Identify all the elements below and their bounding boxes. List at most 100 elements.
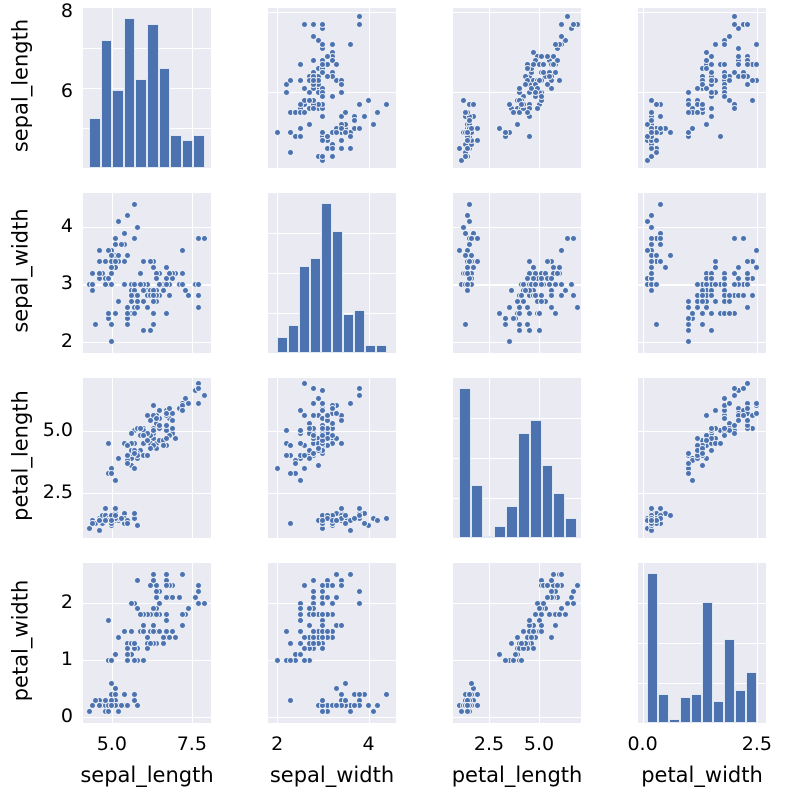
scatter-point: [305, 605, 313, 613]
scatter-point: [495, 309, 503, 317]
scatter-point: [525, 258, 533, 266]
scatter-point: [282, 80, 290, 88]
scatter-point: [296, 605, 304, 613]
scatter-point: [517, 292, 525, 300]
scatter-point: [730, 104, 738, 112]
y-axis-label-sepal_length: sepal_length: [8, 18, 33, 153]
scatter-point: [175, 593, 183, 601]
scatter-point: [744, 20, 752, 28]
scatter-point: [296, 439, 304, 447]
gridline-horizontal: [453, 498, 581, 500]
scatter-point: [684, 100, 692, 108]
scatter-point: [108, 469, 116, 477]
scatter-point: [159, 442, 167, 449]
scatter-point: [515, 84, 523, 92]
scatter-point: [684, 128, 692, 136]
gridline-vertical: [489, 193, 491, 353]
gridline-vertical: [368, 378, 370, 538]
scatter-point: [301, 20, 309, 28]
scatter-point: [557, 20, 565, 28]
scatter-point: [547, 633, 555, 641]
scatter-point: [146, 326, 154, 334]
scatter-point: [707, 292, 715, 300]
scatter-point: [328, 144, 336, 152]
scatter-point: [545, 610, 553, 618]
histogram-bar: [529, 420, 542, 538]
scatter-point: [111, 690, 119, 698]
scatter-point: [712, 298, 720, 306]
scatter-point: [108, 280, 116, 288]
scatter-point: [648, 144, 656, 152]
scatter-point: [130, 656, 138, 664]
scatter-point: [162, 610, 170, 618]
scatter-point: [351, 514, 359, 522]
gridline-vertical: [191, 378, 193, 538]
scatter-point: [643, 156, 651, 164]
scatter-point: [108, 252, 116, 260]
scatter-point: [569, 235, 577, 243]
gridline-horizontal: [83, 603, 211, 605]
scatter-point: [473, 136, 481, 144]
gridline-horizontal: [453, 418, 581, 420]
scatter-point: [557, 292, 565, 300]
scatter-point: [521, 286, 529, 294]
histogram-bar: [482, 536, 495, 538]
scatter-point: [515, 303, 523, 311]
gridline-vertical: [191, 563, 193, 723]
scatter-point: [319, 112, 327, 120]
scatter-point: [753, 399, 761, 407]
scatter-point: [730, 392, 738, 399]
scatter-point: [463, 136, 471, 144]
scatter-point: [467, 252, 475, 260]
scatter-point: [684, 108, 692, 116]
scatter-point: [130, 449, 138, 457]
scatter-point: [684, 338, 692, 346]
scatter-point: [753, 409, 761, 417]
panel-sepal_length-vs-sepal_length: [83, 8, 211, 168]
scatter-point: [194, 280, 202, 288]
scatter-point: [557, 570, 565, 578]
scatter-point: [529, 48, 537, 56]
histogram-bar: [89, 118, 101, 168]
scatter-point: [156, 280, 164, 288]
panel-petal_width-vs-petal_length: [453, 563, 581, 723]
scatter-point: [748, 96, 756, 104]
scatter-point: [133, 223, 141, 231]
scatter-point: [194, 292, 202, 300]
scatter-point: [744, 60, 752, 68]
scatter-point: [282, 427, 290, 434]
scatter-point: [296, 124, 304, 132]
scatter-point: [505, 303, 513, 311]
scatter-point: [648, 212, 656, 220]
scatter-point: [721, 414, 729, 422]
scatter-point: [162, 628, 170, 636]
gridline-horizontal: [453, 341, 581, 343]
scatter-point: [703, 303, 711, 311]
scatter-point: [707, 88, 715, 96]
scatter-point: [111, 235, 119, 243]
gridline-vertical: [368, 563, 370, 723]
scatter-point: [287, 76, 295, 84]
gridline-vertical: [191, 193, 193, 353]
panel-sepal_width-vs-sepal_length: [83, 193, 211, 353]
panel-petal_length-vs-petal_width: [638, 378, 766, 538]
gridline-horizontal: [638, 430, 766, 432]
scatter-point: [744, 379, 752, 387]
scatter-point: [301, 379, 309, 387]
scatter-point: [153, 414, 161, 422]
scatter-point: [305, 88, 313, 96]
scatter-point: [551, 622, 559, 630]
gridline-horizontal: [453, 227, 581, 229]
histogram-bar: [147, 23, 159, 168]
scatter-point: [467, 124, 475, 132]
scatter-point: [547, 303, 555, 311]
scatter-point: [323, 52, 331, 60]
scatter-point: [549, 60, 557, 68]
scatter-point: [319, 128, 327, 136]
scatter-point: [551, 40, 559, 48]
scatter-point: [735, 275, 743, 283]
gridline-vertical: [756, 193, 758, 353]
scatter-point: [563, 12, 571, 20]
scatter-point: [455, 144, 463, 152]
scatter-point: [328, 92, 336, 100]
